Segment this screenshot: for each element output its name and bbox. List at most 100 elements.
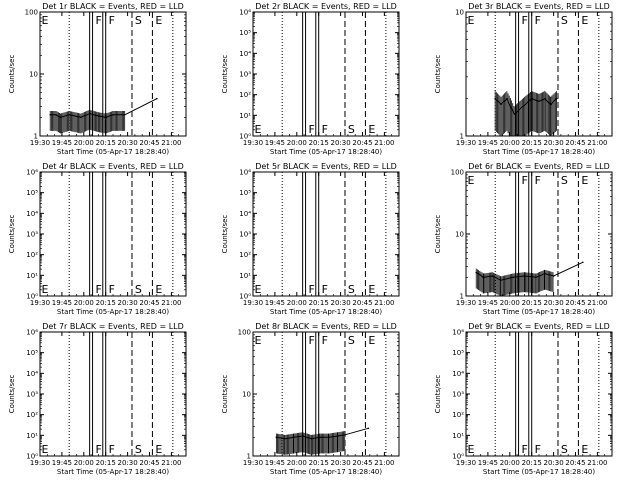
plot-frame xyxy=(465,331,613,457)
events-point xyxy=(80,116,82,119)
x-tick-label: 21:00 xyxy=(161,459,181,467)
detector-panel-9: Det 9r BLACK = Events, RED = LLD 10⁰ 10¹ 10… xyxy=(434,322,613,476)
x-tick-label: 20:15 xyxy=(96,299,116,307)
x-tick-label: 19:45 xyxy=(265,299,285,307)
events-point xyxy=(123,113,126,116)
events-point xyxy=(582,261,584,264)
x-tick-label: 19:45 xyxy=(478,459,498,467)
events-point xyxy=(104,116,107,119)
y-axis-title: Counts/sec xyxy=(221,55,229,94)
y-axis-title: Counts/sec xyxy=(434,55,442,94)
y-tick-label: 10⁵ xyxy=(26,349,38,357)
x-tick-label: 21:00 xyxy=(161,139,181,147)
x-tick-label: 20:30 xyxy=(331,459,351,467)
x-tick-label: 19:30 xyxy=(30,139,50,147)
x-tick-label: 20:00 xyxy=(287,299,307,307)
x-tick-label: 20:30 xyxy=(331,299,351,307)
events-point xyxy=(275,436,278,439)
event-letter: F xyxy=(95,283,101,296)
y-axis-title: Counts/sec xyxy=(434,215,442,254)
event-letter: F xyxy=(95,443,101,456)
x-tick-label: 20:45 xyxy=(139,459,159,467)
event-letter: E xyxy=(581,174,588,187)
y-tick-label: 10⁶ xyxy=(239,9,251,17)
detector-panel-5: Det 5r BLACK = Events, RED = LLD 10⁰ 10¹ 10… xyxy=(221,162,400,316)
event-letter: S xyxy=(561,14,568,27)
event-letter: E xyxy=(581,443,588,456)
x-axis-title: Start Time (05-Apr-17 18:28:40) xyxy=(57,148,169,156)
event-letter: F xyxy=(322,334,328,347)
plot-frame xyxy=(39,171,187,297)
x-tick-label: 20:15 xyxy=(309,459,329,467)
events-point xyxy=(513,113,515,115)
x-tick-label: 20:00 xyxy=(74,139,94,147)
x-tick-label: 20:15 xyxy=(522,459,542,467)
y-tick-label: 10³ xyxy=(452,391,464,399)
detector-panel-8: Det 8r BLACK = Events, RED = LLD 1 10 100 Co… xyxy=(221,322,400,476)
event-letter: F xyxy=(535,14,541,27)
x-tick-label: 19:30 xyxy=(456,459,476,467)
panel-title: Det 4r BLACK = Events, RED = LLD xyxy=(42,162,184,171)
panel-title: Det 8r BLACK = Events, RED = LLD xyxy=(255,322,397,331)
events-point xyxy=(319,436,321,439)
x-tick-label: 20:15 xyxy=(522,299,542,307)
y-tick-label: 10² xyxy=(26,411,38,419)
event-letter: S xyxy=(561,174,568,187)
y-axis-title: Counts/sec xyxy=(8,375,16,414)
event-letter: E xyxy=(254,123,261,136)
event-letter: F xyxy=(109,283,115,296)
event-letter: F xyxy=(521,443,527,456)
y-tick-label: 100 xyxy=(451,169,464,177)
y-tick-label: 10⁶ xyxy=(26,169,38,177)
event-letter: S xyxy=(348,123,355,136)
events-point xyxy=(59,116,62,119)
x-axis-title: Start Time (05-Apr-17 18:28:40) xyxy=(270,308,382,316)
y-tick-label: 10⁶ xyxy=(452,329,464,337)
y-tick-label: 10⁰ xyxy=(239,293,251,301)
event-letter: S xyxy=(561,443,568,456)
y-tick-label: 10³ xyxy=(26,231,38,239)
event-letter: F xyxy=(521,174,527,187)
x-tick-label: 19:30 xyxy=(456,299,476,307)
x-tick-label: 20:00 xyxy=(500,459,520,467)
x-tick-label: 19:30 xyxy=(30,299,50,307)
x-tick-label: 20:00 xyxy=(287,139,307,147)
events-point xyxy=(156,97,158,100)
x-tick-label: 20:30 xyxy=(118,459,138,467)
event-letter: F xyxy=(109,14,115,27)
events-point xyxy=(538,100,540,103)
x-tick-label: 19:30 xyxy=(456,139,476,147)
event-letter: S xyxy=(135,443,142,456)
events-point xyxy=(88,112,91,115)
events-point xyxy=(500,103,502,106)
event-letter: S xyxy=(348,334,355,347)
event-letter: E xyxy=(155,443,162,456)
events-point xyxy=(500,279,502,281)
y-tick-label: 10¹ xyxy=(452,432,464,440)
y-tick-label: 10⁵ xyxy=(239,189,251,197)
x-tick-label: 19:45 xyxy=(52,299,72,307)
events-point xyxy=(55,113,57,116)
events-point xyxy=(552,275,555,277)
events-point xyxy=(491,275,494,277)
y-tick-label: 10 xyxy=(455,9,464,17)
x-axis-title: Start Time (05-Apr-17 18:28:40) xyxy=(483,308,595,316)
x-tick-label: 20:15 xyxy=(309,139,329,147)
x-tick-label: 20:45 xyxy=(352,139,372,147)
x-tick-label: 20:45 xyxy=(352,459,372,467)
y-tick-label: 10¹ xyxy=(239,112,251,120)
x-tick-label: 20:30 xyxy=(331,139,351,147)
x-tick-label: 19:30 xyxy=(30,459,50,467)
y-axis-title: Counts/sec xyxy=(434,375,442,414)
x-axis-title: Start Time (05-Apr-17 18:28:40) xyxy=(57,308,169,316)
x-tick-label: 21:00 xyxy=(587,139,607,147)
y-tick-label: 10⁴ xyxy=(26,210,38,218)
panel-title: Det 1r BLACK = Events, RED = LLD xyxy=(42,2,184,11)
y-axis-title: Counts/sec xyxy=(8,55,16,94)
panel-title: Det 6r BLACK = Events, RED = LLD xyxy=(468,162,610,171)
detector-panel-1: Det 1r BLACK = Events, RED = LLD 1 10 100 Co… xyxy=(8,2,187,156)
x-tick-label: 20:30 xyxy=(544,299,564,307)
detector-panel-4: Det 4r BLACK = Events, RED = LLD 10⁰ 10¹ 10… xyxy=(8,162,187,316)
x-tick-label: 19:45 xyxy=(265,139,285,147)
events-point xyxy=(511,276,514,279)
